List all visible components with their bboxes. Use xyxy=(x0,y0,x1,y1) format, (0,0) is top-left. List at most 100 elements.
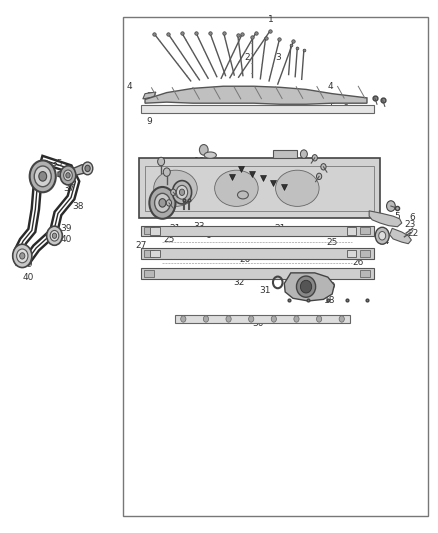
Text: 19: 19 xyxy=(237,196,249,205)
Text: 6: 6 xyxy=(410,213,416,222)
Circle shape xyxy=(249,316,254,322)
Text: 2: 2 xyxy=(244,53,250,62)
Text: 39: 39 xyxy=(21,261,32,269)
Text: 12: 12 xyxy=(335,159,346,167)
Circle shape xyxy=(20,253,25,259)
Ellipse shape xyxy=(215,170,258,206)
Text: 4: 4 xyxy=(327,82,333,91)
Text: 35: 35 xyxy=(51,159,63,167)
Bar xyxy=(360,249,370,257)
Polygon shape xyxy=(284,273,334,301)
Circle shape xyxy=(60,166,76,185)
Circle shape xyxy=(321,164,326,170)
Text: 5: 5 xyxy=(395,212,400,221)
Bar xyxy=(123,17,428,516)
Circle shape xyxy=(159,199,166,207)
Circle shape xyxy=(39,172,47,181)
Text: 22: 22 xyxy=(361,209,373,218)
Text: 21: 21 xyxy=(169,224,180,233)
Bar xyxy=(141,105,374,113)
Circle shape xyxy=(294,316,299,322)
Circle shape xyxy=(199,144,208,155)
Bar xyxy=(141,268,374,279)
Text: 17: 17 xyxy=(163,190,175,199)
Ellipse shape xyxy=(154,170,197,206)
Text: 11: 11 xyxy=(287,156,299,165)
Text: 9: 9 xyxy=(146,117,152,126)
Bar xyxy=(144,227,154,234)
Text: 26: 26 xyxy=(353,258,364,266)
Circle shape xyxy=(85,165,90,172)
Bar xyxy=(141,225,374,236)
Circle shape xyxy=(155,193,170,213)
Text: 33: 33 xyxy=(194,222,205,231)
Text: 40: 40 xyxy=(23,272,34,281)
Bar xyxy=(144,270,154,277)
Text: 1: 1 xyxy=(268,15,274,25)
Bar xyxy=(346,227,356,235)
Circle shape xyxy=(317,173,322,180)
Text: 4: 4 xyxy=(127,82,133,91)
Text: 16: 16 xyxy=(139,178,151,187)
Circle shape xyxy=(158,157,165,166)
Text: 28: 28 xyxy=(353,209,364,218)
Circle shape xyxy=(66,173,70,178)
Circle shape xyxy=(312,155,318,161)
Text: 29: 29 xyxy=(324,282,336,291)
Bar xyxy=(145,166,374,211)
Bar xyxy=(346,249,356,257)
Circle shape xyxy=(34,166,51,187)
Text: 37: 37 xyxy=(63,183,74,192)
Text: 24: 24 xyxy=(379,237,390,246)
Circle shape xyxy=(180,189,185,196)
Ellipse shape xyxy=(237,191,248,199)
Circle shape xyxy=(387,201,395,212)
Text: 27: 27 xyxy=(135,241,146,250)
Ellipse shape xyxy=(297,276,316,297)
Text: 20: 20 xyxy=(240,230,251,239)
Text: 6: 6 xyxy=(205,231,211,240)
Circle shape xyxy=(171,189,176,196)
Text: 20: 20 xyxy=(240,255,251,264)
Polygon shape xyxy=(58,165,91,177)
Text: 30: 30 xyxy=(252,319,264,328)
Ellipse shape xyxy=(276,170,319,206)
Circle shape xyxy=(64,170,72,181)
Circle shape xyxy=(177,185,187,199)
Text: 21: 21 xyxy=(274,224,286,233)
Text: 6: 6 xyxy=(343,104,348,113)
Circle shape xyxy=(375,227,389,244)
Text: 3: 3 xyxy=(275,53,281,62)
Text: 10: 10 xyxy=(194,157,205,166)
Text: 26: 26 xyxy=(166,252,177,261)
Text: 5: 5 xyxy=(220,230,226,239)
Bar xyxy=(360,270,370,277)
Text: 25: 25 xyxy=(326,238,338,247)
Bar xyxy=(150,249,160,257)
Bar xyxy=(273,150,297,158)
Text: 32: 32 xyxy=(233,278,244,287)
Text: 31: 31 xyxy=(259,286,270,295)
Text: 14: 14 xyxy=(326,185,338,194)
Text: 7: 7 xyxy=(146,92,152,101)
Bar xyxy=(150,227,160,235)
Bar xyxy=(141,248,374,259)
Text: 13: 13 xyxy=(335,173,346,182)
Circle shape xyxy=(166,200,172,206)
Text: 22: 22 xyxy=(407,229,418,238)
Ellipse shape xyxy=(204,152,216,158)
Polygon shape xyxy=(390,228,411,244)
Text: 34: 34 xyxy=(81,166,92,175)
Text: 23: 23 xyxy=(405,220,416,229)
Circle shape xyxy=(339,316,344,322)
Text: 15: 15 xyxy=(139,166,151,175)
Circle shape xyxy=(13,244,32,268)
Text: 18: 18 xyxy=(324,296,336,305)
Text: 27: 27 xyxy=(353,248,364,257)
Circle shape xyxy=(17,249,28,263)
Bar xyxy=(176,315,350,323)
Polygon shape xyxy=(369,211,402,227)
Circle shape xyxy=(52,233,57,238)
Bar xyxy=(360,227,370,234)
Circle shape xyxy=(300,150,307,158)
